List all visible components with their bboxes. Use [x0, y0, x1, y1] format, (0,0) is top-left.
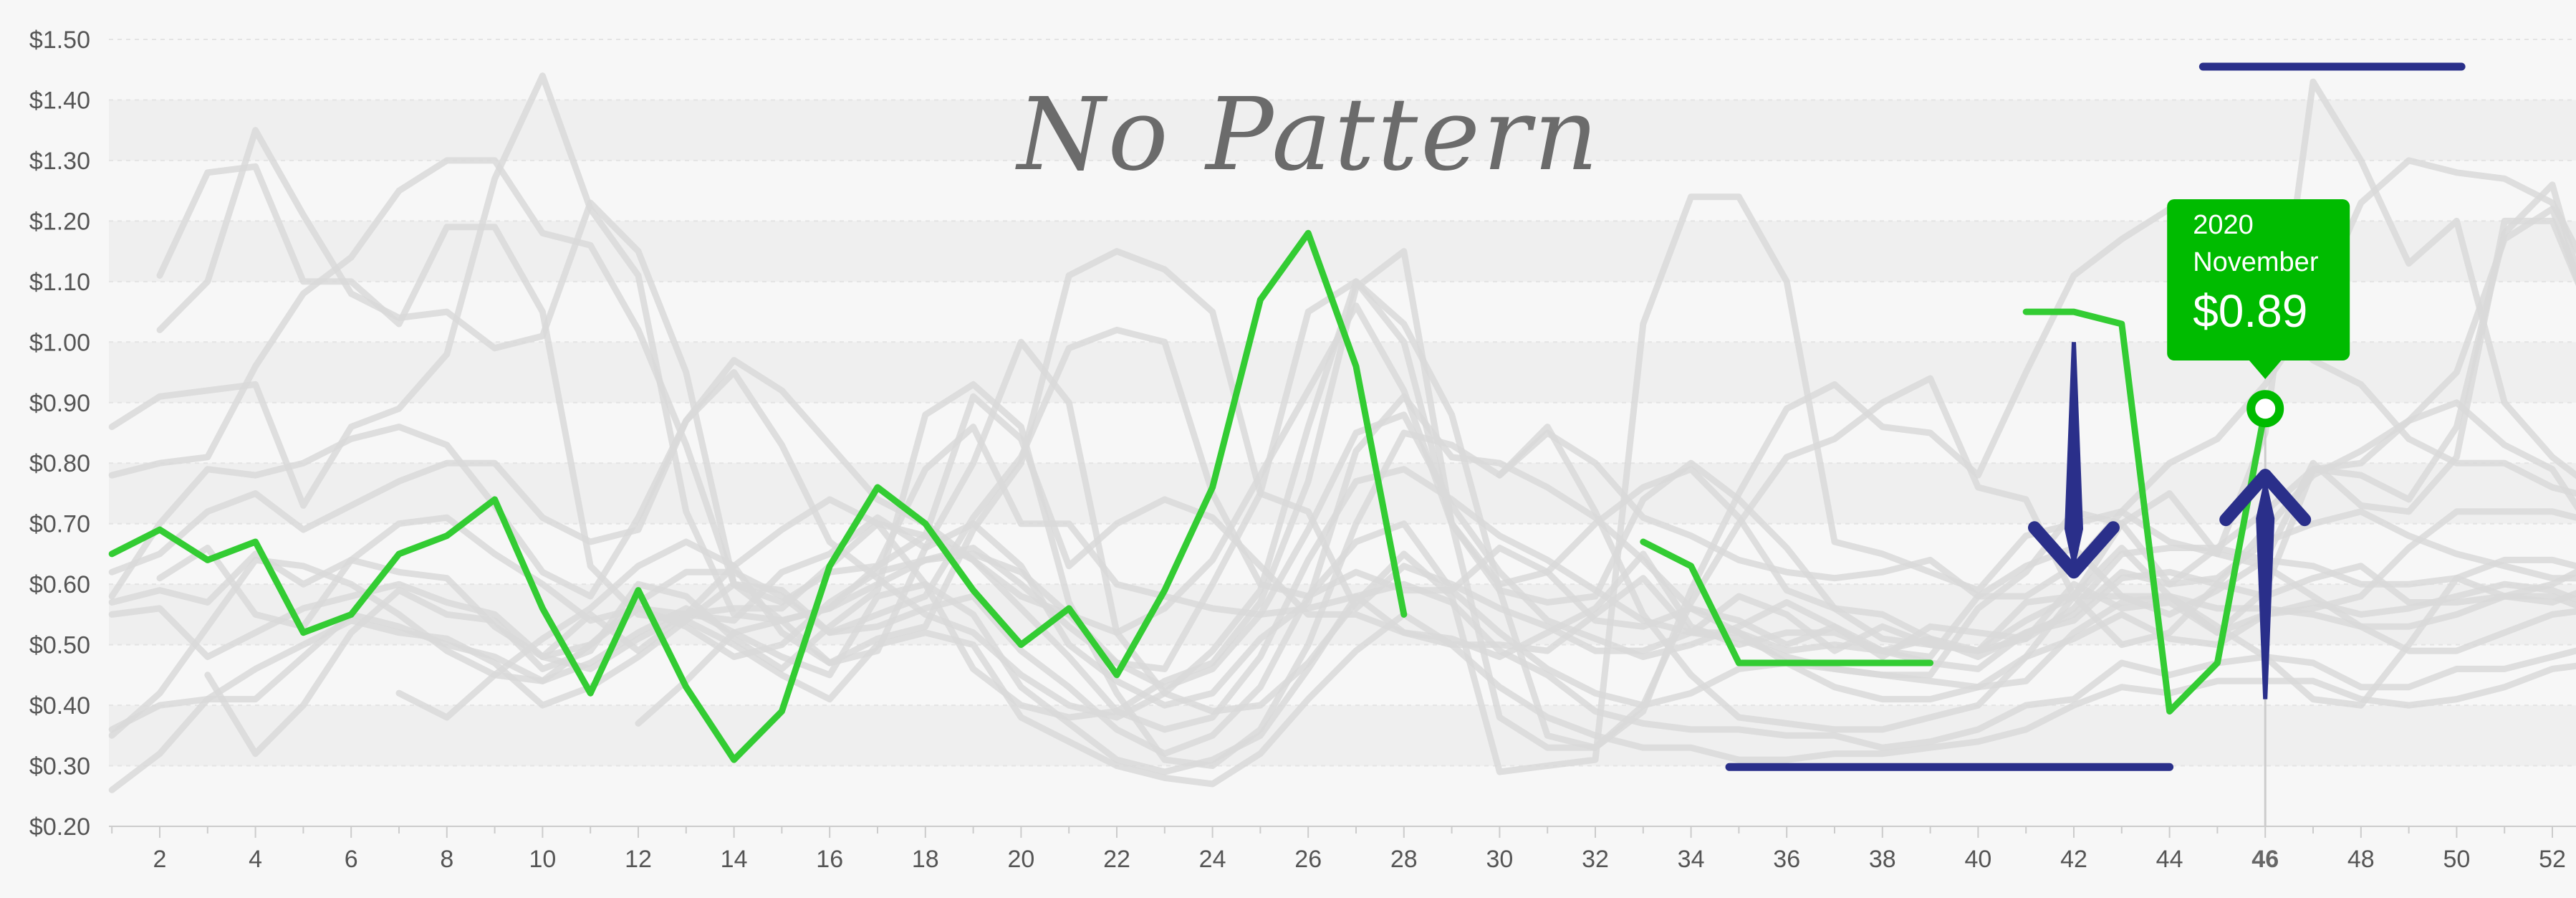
y-tick-label: $0.70 — [29, 511, 90, 538]
y-tick-label: $0.60 — [29, 571, 90, 598]
y-tick-label: $1.30 — [29, 148, 90, 175]
annotation-arrow-shaft — [2065, 342, 2083, 573]
x-tick-label: 50 — [2443, 846, 2470, 873]
x-tick-label: 52 — [2539, 846, 2566, 873]
background-series-line — [108, 466, 2576, 733]
tooltip-month: November — [2193, 247, 2319, 277]
highlight-series-line[interactable] — [108, 229, 1408, 763]
x-tick-label: 20 — [1007, 846, 1034, 873]
x-tick-label: 38 — [1869, 846, 1896, 873]
y-tick-label: $1.40 — [29, 87, 90, 114]
annotation-arrow-head — [2219, 469, 2312, 527]
background-series-line — [1496, 157, 2576, 600]
y-tick-label: $0.40 — [29, 692, 90, 720]
highlight-series-line[interactable] — [2022, 308, 2269, 715]
annotation-arrow-head — [2028, 521, 2120, 579]
tooltip-group: 2020 November $0.89 — [2167, 199, 2350, 428]
x-tick-label: 6 — [345, 846, 358, 873]
y-tick-label: $0.50 — [29, 632, 90, 659]
annotation-arrow-shaft — [2256, 475, 2275, 699]
x-tick-label: 4 — [249, 846, 262, 873]
active-point-marker[interactable] — [2246, 390, 2284, 428]
x-tick-label: 24 — [1199, 846, 1226, 873]
y-tick-label: $1.00 — [29, 329, 90, 356]
x-tick-label: 42 — [2060, 846, 2087, 873]
x-tick-label: 40 — [1964, 846, 1991, 873]
y-axis: $0.20 $0.30 $0.40 $0.50 $0.60 $0.70 $0.80 $0.90… — [29, 27, 90, 841]
x-tick-label: 28 — [1390, 846, 1418, 873]
x-tick-label: 32 — [1582, 846, 1609, 873]
y-tick-label: $0.30 — [29, 753, 90, 780]
x-tick-label: 48 — [2347, 846, 2375, 873]
x-tick-label: 36 — [1773, 846, 1800, 873]
x-tick-label: 2 — [153, 846, 167, 873]
background-series-line — [108, 581, 2576, 775]
annotation-group — [1725, 62, 2466, 771]
y-tick-label: $0.80 — [29, 450, 90, 477]
background-series-line — [108, 611, 2576, 793]
x-tick-label: 12 — [625, 846, 652, 873]
x-axis: 2 4 6 8 10 12 14 16 18 20 22 24 26 28 30 32 34 36 38 40 42 44… — [109, 826, 2576, 873]
x-tick-label: 26 — [1294, 846, 1322, 873]
highlight-series-line[interactable] — [1640, 538, 1934, 667]
tooltip-year: 2020 — [2193, 210, 2254, 240]
chart-title: No Pattern — [1015, 77, 1601, 194]
highlight-series-group[interactable] — [108, 229, 2269, 763]
tooltip-pointer — [2248, 359, 2283, 379]
x-tick-label: 10 — [529, 846, 556, 873]
background-series-line — [108, 520, 2576, 758]
x-tick-label: 8 — [440, 846, 453, 873]
band — [109, 705, 2576, 766]
background-series-line — [156, 411, 2576, 691]
x-tick-label: 30 — [1486, 846, 1513, 873]
x-tick-label: 34 — [1678, 846, 1705, 873]
x-tick-label: 46 — [2251, 846, 2279, 873]
y-tick-label: $0.20 — [29, 813, 90, 841]
y-tick-label: $1.10 — [29, 269, 90, 296]
y-tick-label: $1.20 — [29, 208, 90, 235]
y-tick-label: $0.90 — [29, 390, 90, 417]
tooltip-value: $0.89 — [2193, 285, 2307, 337]
y-tick-label: $1.50 — [29, 27, 90, 54]
x-tick-label: 16 — [816, 846, 843, 873]
tooltip-box — [2167, 199, 2350, 360]
x-tick-label: 14 — [721, 846, 748, 873]
x-tick-label: 44 — [2156, 846, 2183, 873]
x-tick-label: 22 — [1103, 846, 1130, 873]
x-tick-label: 18 — [912, 846, 939, 873]
